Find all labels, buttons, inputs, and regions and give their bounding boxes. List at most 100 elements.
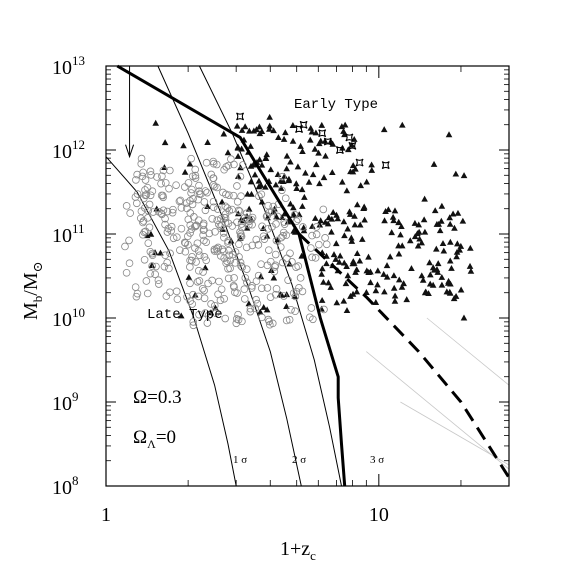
late-type-point-360 [237,262,245,270]
early-type-point-123 [390,217,397,224]
late-type-point-223 [148,262,156,270]
early-type-point-247 [274,236,281,243]
early-type-point-314 [257,181,265,188]
early-type-point-325 [421,195,428,202]
star-point-10 [355,158,364,167]
late-type-point-350 [295,284,303,292]
early-type-point-306 [408,265,415,272]
late-type-point-295 [277,243,285,251]
early-type-point-231 [446,214,453,221]
late-type-point-283 [260,235,269,243]
y-tick-exponent: 10 [72,305,85,320]
x-tick-labels: 1 10 [101,504,389,526]
late-type-point-117 [163,258,171,267]
late-type-point-1 [161,251,170,260]
early-type-point-25 [266,113,273,120]
y-axis-label: Mb/M⊙ [20,261,45,320]
early-type-point-269 [307,124,315,131]
late-type-point-363 [238,263,246,271]
late-type-point-225 [186,221,195,229]
early-type-point-315 [446,288,454,295]
early-type-point-195 [433,266,441,273]
late-type-point-301 [172,181,180,189]
early-type-point-288 [316,221,324,228]
early-type-point-312 [452,292,460,299]
late-type-point-97 [209,197,218,206]
early-type-point-253 [272,181,280,188]
late-type-point-68 [252,277,261,285]
early-type-point-293 [292,180,300,187]
early-type-point-249 [380,270,388,277]
early-type-point-327 [320,278,327,285]
late-type-point-310 [121,242,129,251]
early-type-point-5 [241,123,249,130]
late-type-point-286 [241,274,250,282]
early-type-point-185 [253,126,260,133]
early-type-point-24 [439,240,447,247]
y-tick-label-13: 1013 [52,53,85,79]
early-type-point-234 [372,287,380,294]
late-type-point-13 [242,243,251,252]
early-type-point-245 [318,121,326,128]
early-type-point-67 [354,201,361,208]
early-type-point-53 [345,146,352,153]
late-type-point-304 [236,172,245,181]
y-tick-base: 10 [52,309,72,331]
late-type-point-231 [137,160,146,168]
late-type-point-276 [207,170,216,179]
early-type-point-142 [398,242,406,249]
annotation-late-type: Late Type [147,307,223,323]
late-type-point-218 [259,232,268,241]
early-type-point-144 [429,264,437,271]
late-type-point-167 [210,301,219,310]
early-type-point-273 [336,258,343,265]
early-type-point-310 [459,217,467,224]
early-type-point-193 [361,216,368,223]
late-type-point-308 [280,218,288,226]
y-tick-label-11: 1011 [52,221,85,247]
late-type-point-49 [208,214,217,223]
late-type-point-41 [240,285,249,294]
early-type-point-317 [340,218,348,225]
late-type-point-78 [200,236,208,245]
late-type-point-209 [254,241,263,249]
early-type-point-237 [449,210,457,217]
late-type-point-259 [122,268,131,277]
early-type-point-30 [340,297,348,304]
y-axis-label-main: M [20,302,42,320]
early-type-point-205 [374,281,381,288]
early-type-point-179 [313,161,320,168]
y-tick-label-10: 1010 [52,305,85,331]
early-type-point-200 [343,187,351,194]
early-type-point-160 [380,126,388,133]
late-type-point-182 [254,271,263,280]
late-type-point-136 [272,220,280,228]
early-type-point-39 [344,272,352,279]
early-type-point-119 [341,131,348,138]
late-type-point-347 [291,307,299,315]
late-type-point-102 [139,230,147,239]
faint-lines [366,317,510,470]
late-type-point-291 [184,232,192,241]
late-type-point-333 [187,154,195,163]
late-type-point-287 [248,220,256,229]
late-type-point-106 [151,270,159,279]
late-type-point-147 [137,154,146,163]
early-type-point-14 [256,123,263,130]
late-type-point-66 [223,204,232,212]
late-type-point-275 [264,315,273,324]
late-type-point-354 [227,155,235,163]
early-type-point-126 [383,273,391,280]
early-type-point-45 [374,267,382,274]
early-type-point-221 [246,127,253,134]
late-type-point-163 [224,264,232,273]
late-type-point-229 [257,260,265,268]
late-type-point-299 [294,262,303,270]
late-type-point-165 [166,249,174,258]
y-tick-exponent: 8 [72,473,79,488]
late-type-point-19 [172,287,181,296]
late-type-point-91 [143,289,152,298]
late-type-point-139 [248,282,256,290]
early-type-point-191 [262,155,269,161]
